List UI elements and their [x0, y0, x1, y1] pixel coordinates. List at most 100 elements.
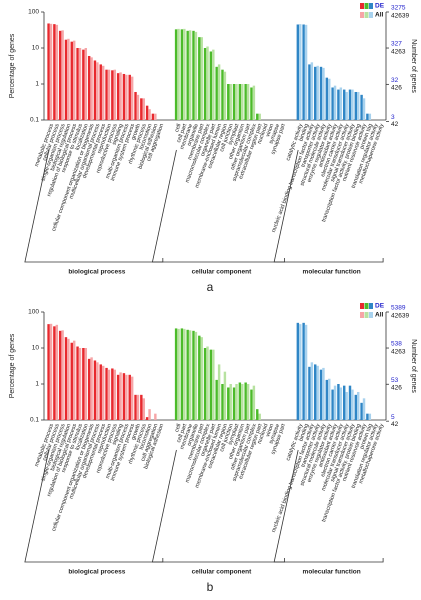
bar	[223, 71, 227, 120]
bar	[304, 324, 308, 420]
bar	[215, 379, 218, 420]
bar	[223, 371, 227, 420]
bar	[99, 64, 102, 120]
bar	[250, 389, 253, 420]
bar	[99, 364, 102, 420]
bar	[188, 30, 192, 120]
bar	[142, 98, 145, 120]
group-label: biological process	[68, 269, 125, 276]
bar	[134, 394, 137, 420]
bar	[354, 394, 358, 420]
group-bracket	[151, 149, 285, 263]
group-label: cellular component	[192, 569, 252, 576]
bar	[310, 362, 314, 420]
bar	[78, 348, 82, 420]
y2-tick-label: 426	[391, 85, 402, 92]
bar	[194, 331, 198, 420]
bar	[354, 91, 358, 120]
bar	[316, 65, 319, 120]
bar	[238, 382, 242, 420]
bar	[331, 87, 334, 120]
y-tick-label: 1	[35, 381, 39, 388]
y2-tick-label: 32	[391, 77, 399, 84]
bar	[142, 398, 145, 420]
bar	[362, 98, 366, 120]
bar	[221, 69, 224, 120]
bar	[198, 37, 201, 121]
bar	[246, 384, 250, 420]
bar	[229, 384, 232, 420]
bar	[82, 49, 85, 120]
bar	[316, 365, 319, 420]
bar	[366, 113, 369, 120]
bar	[78, 48, 82, 120]
bar	[310, 62, 314, 120]
bar	[209, 51, 213, 120]
bar	[345, 391, 348, 420]
bar	[96, 62, 99, 120]
bar	[174, 29, 178, 121]
y-tick-label: 100	[28, 309, 39, 316]
bar	[148, 109, 151, 120]
bar	[217, 364, 221, 420]
x-tick-label: cell	[174, 423, 183, 433]
bar	[53, 24, 56, 121]
bar	[101, 65, 105, 120]
bar	[49, 23, 53, 121]
bar	[140, 98, 143, 120]
bar	[72, 340, 76, 420]
bar	[76, 48, 79, 120]
bar	[299, 24, 302, 121]
bar	[206, 46, 209, 120]
bar	[229, 84, 232, 120]
bar	[351, 89, 354, 120]
bar	[136, 94, 140, 120]
bar	[72, 40, 76, 120]
y2-tick-label: 5389	[391, 305, 406, 312]
bar	[319, 369, 323, 420]
bar	[241, 84, 244, 120]
group-label: biological process	[68, 569, 125, 576]
bar	[348, 89, 352, 120]
y-axis-label: Percentage of genes	[9, 33, 16, 98]
bar	[49, 323, 53, 420]
group-bracket	[273, 149, 384, 263]
bar	[55, 24, 59, 121]
legend-swatch	[364, 12, 369, 18]
bar	[322, 67, 325, 120]
bar	[140, 394, 143, 420]
bar	[314, 66, 317, 120]
bar	[337, 89, 340, 120]
bar	[252, 85, 256, 120]
bar	[203, 48, 207, 120]
bar	[192, 330, 195, 420]
bar	[107, 69, 111, 120]
y2-axis-label: Number of genes	[410, 339, 417, 393]
y-tick-label: 0.1	[30, 417, 39, 424]
bar	[119, 72, 122, 120]
bar	[192, 30, 195, 120]
bar	[250, 87, 253, 120]
group-bracket	[24, 449, 164, 563]
group-label: cellular component	[192, 269, 252, 276]
bar	[84, 48, 88, 120]
bar	[183, 328, 186, 420]
bar	[368, 113, 372, 120]
bar	[227, 84, 230, 120]
bar	[134, 91, 137, 120]
group-bracket	[273, 449, 384, 563]
bar	[130, 376, 134, 420]
x-tick-label: binding	[298, 423, 310, 442]
bar	[339, 387, 343, 420]
y-axis-label: Percentage of genes	[9, 333, 16, 398]
y2-tick-label: 42639	[391, 313, 409, 320]
bar	[64, 39, 68, 120]
bar	[368, 413, 372, 420]
y2-tick-label: 426	[391, 385, 402, 392]
bar	[116, 374, 120, 420]
bar	[227, 387, 230, 420]
bar	[93, 60, 97, 120]
bar	[67, 38, 70, 120]
bar	[235, 384, 238, 420]
bar	[130, 76, 134, 120]
